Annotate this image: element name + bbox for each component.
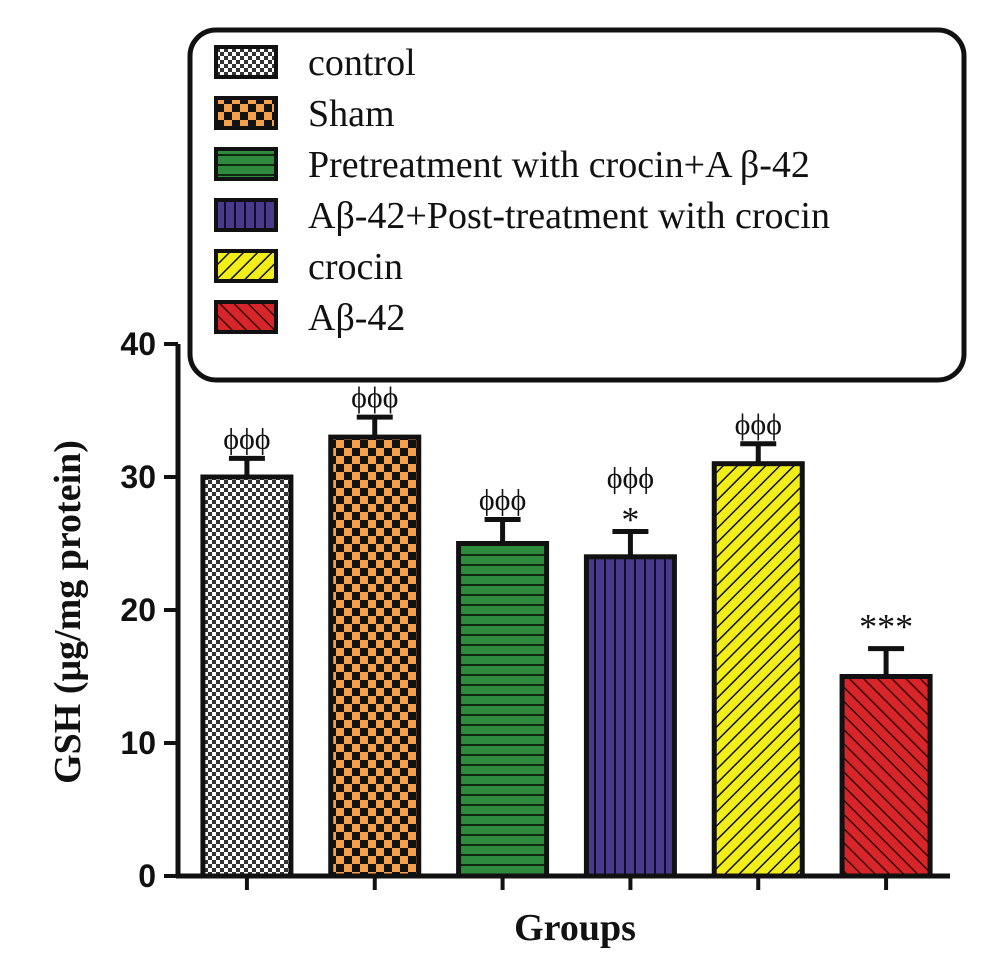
legend-entry: Pretreatment with crocin+A β-42 [308, 144, 810, 186]
y-tick-label: 10 [120, 725, 156, 761]
x-axis-label: Groups [514, 907, 636, 949]
y-tick-label: 20 [120, 592, 156, 628]
legend-swatch [214, 147, 278, 181]
bar [200, 474, 294, 879]
significance-marker: ϕϕϕ [479, 484, 526, 517]
legend-swatch [214, 198, 278, 232]
legend-entry: crocin [308, 246, 403, 288]
legend-swatch [214, 45, 278, 79]
bar [711, 461, 805, 879]
legend-entry: Aβ-42+Post-treatment with crocin [308, 195, 830, 237]
bars-layer: ϕϕϕ ϕϕϕ ϕϕϕ * ϕϕϕ ϕϕϕ *** [200, 381, 933, 879]
axes-layer: 0 10 20 30 40 [120, 326, 950, 894]
legend-entry: Aβ-42 [308, 297, 405, 339]
legend-swatch [214, 300, 278, 334]
legend-box [187, 27, 967, 383]
legend-entry: control [308, 42, 416, 84]
legend-swatch [214, 249, 278, 283]
y-tick-label: 0 [138, 858, 156, 894]
significance-marker: ϕϕϕ [351, 381, 398, 414]
y-tick-label: 40 [120, 326, 156, 362]
significance-marker: *** [859, 607, 913, 647]
y-axis-label: GSH (μg/mg protein) [47, 440, 89, 784]
significance-marker: ϕϕϕ [607, 462, 654, 495]
bar [328, 434, 422, 879]
legend-entry: Sham [308, 93, 395, 135]
significance-marker: ϕϕϕ [223, 422, 270, 455]
significance-marker: * [621, 500, 639, 540]
legend: control Sham Pretreatment with crocin+A β-… [187, 27, 967, 383]
legend-swatch [214, 96, 278, 130]
bar [839, 674, 933, 879]
significance-marker: ϕϕϕ [735, 408, 782, 441]
bar [456, 541, 550, 879]
y-tick-label: 30 [120, 459, 156, 495]
bar [583, 554, 677, 879]
